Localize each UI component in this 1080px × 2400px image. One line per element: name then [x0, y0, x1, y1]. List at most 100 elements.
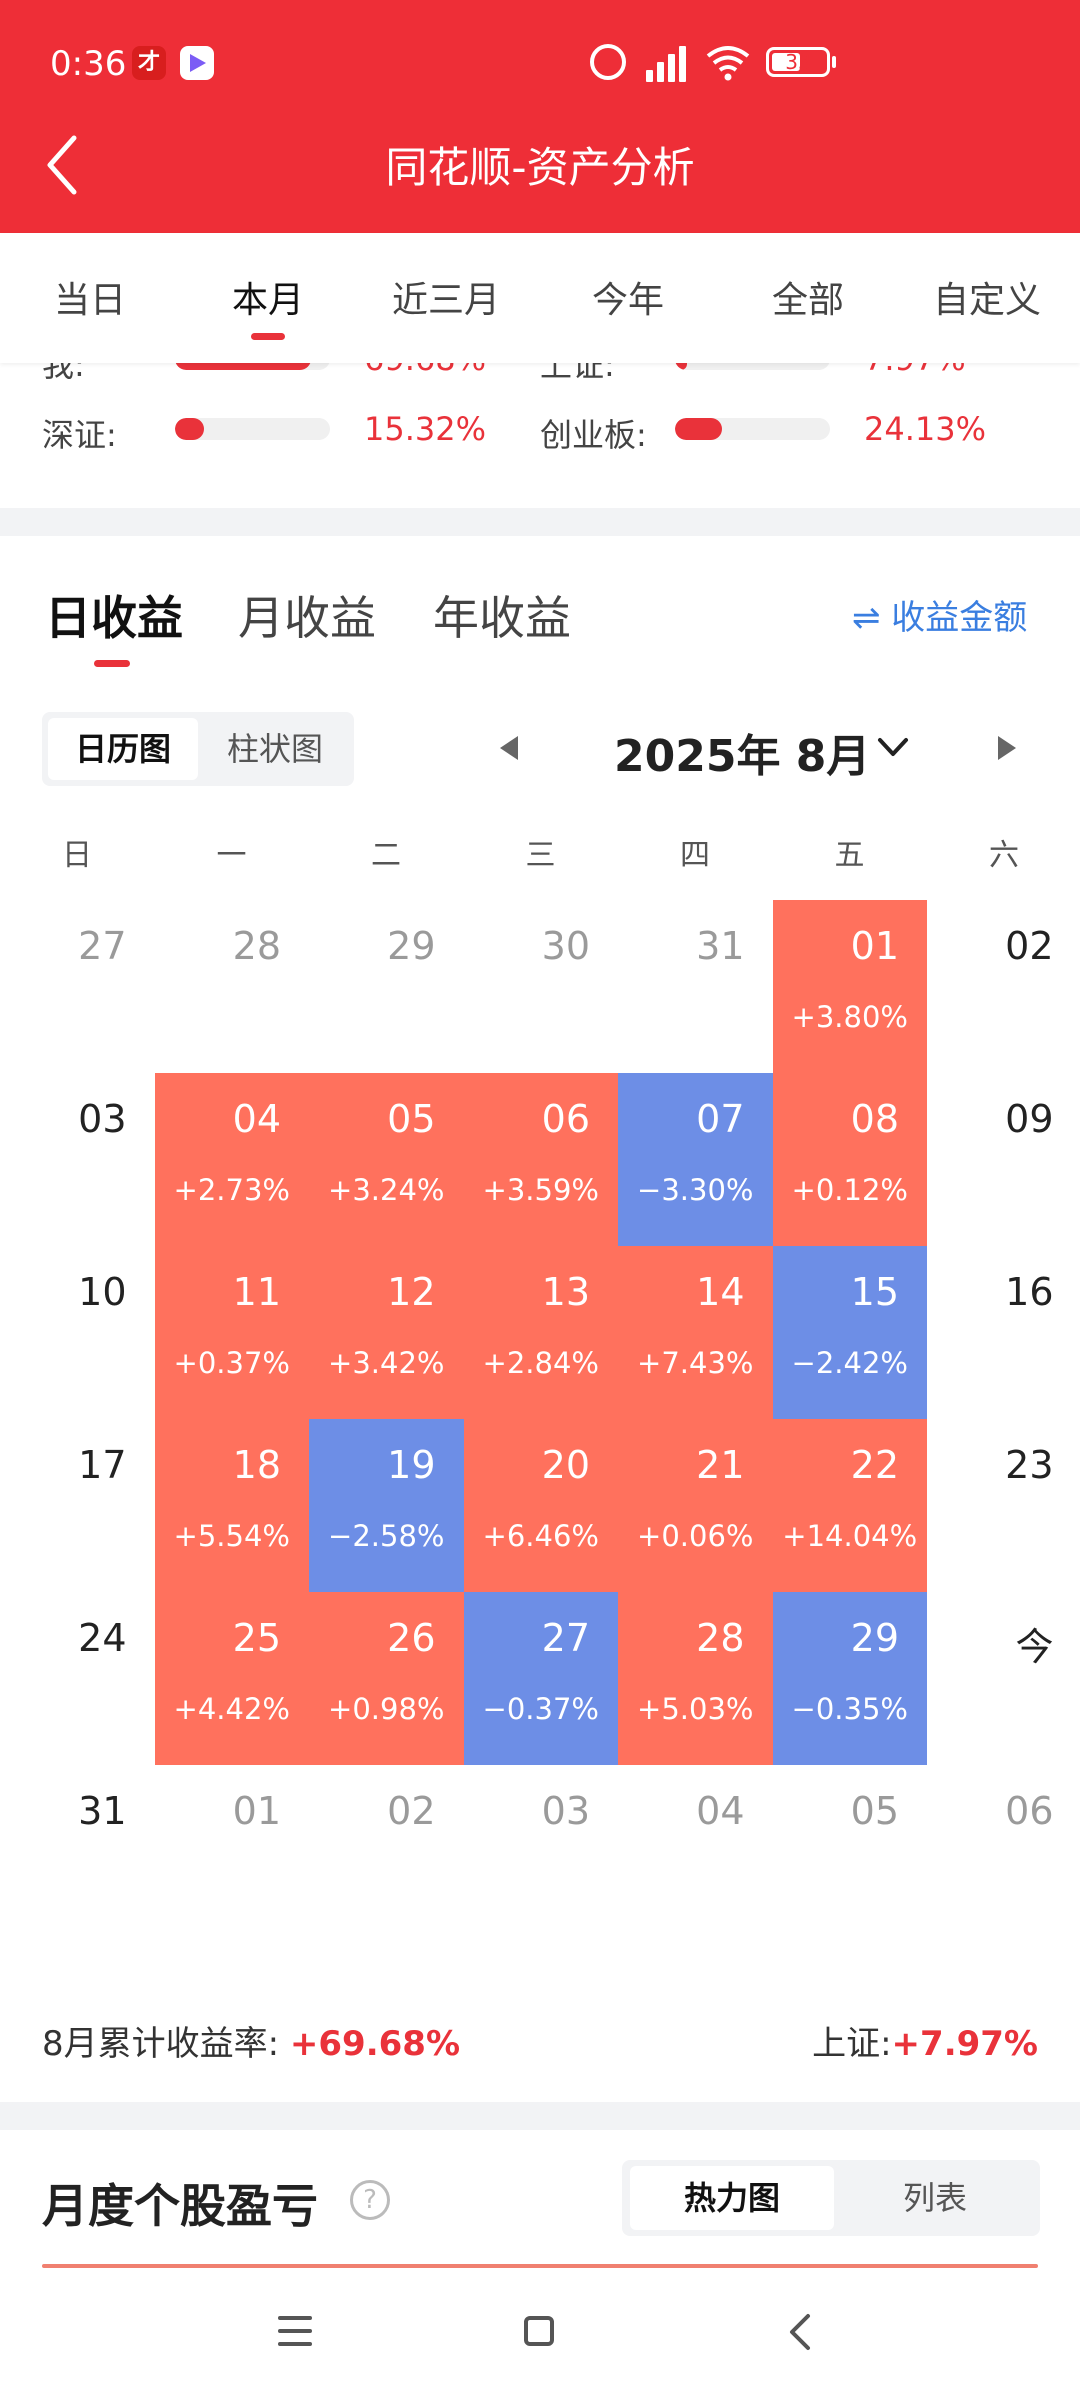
calendar-day-cell[interactable]: 19 −2.58% — [309, 1419, 464, 1592]
day-number: 04 — [696, 1789, 745, 1833]
day-number: 01 — [232, 1789, 281, 1833]
calendar-day-cell[interactable]: 18 +5.54% — [154, 1419, 309, 1592]
calendar-day-cell[interactable]: 29 — [309, 900, 464, 1073]
day-number: 22 — [850, 1443, 899, 1487]
day-number: 18 — [232, 1443, 281, 1487]
day-return-value: +4.42% — [173, 1692, 290, 1726]
calendar-day-cell[interactable]: 02 — [309, 1765, 464, 1938]
day-number: 08 — [850, 1097, 899, 1141]
weekday-label: 六 — [989, 838, 1019, 873]
calendar-day-cell[interactable]: 21 +0.06% — [618, 1419, 773, 1592]
calendar-day-cell[interactable]: 04 +2.73% — [154, 1073, 309, 1246]
weekday-label: 五 — [834, 838, 865, 873]
day-return-value: +0.12% — [791, 1173, 908, 1207]
day-return-value: +3.24% — [328, 1173, 445, 1207]
calendar-day-cell[interactable]: 08 +0.12% — [772, 1073, 927, 1246]
tab-this-month[interactable]: 本月 — [231, 280, 304, 321]
section-divider — [0, 508, 1080, 536]
tab-all[interactable]: 全部 — [771, 280, 844, 321]
calendar-day-cell[interactable]: 05 +3.24% — [309, 1073, 464, 1246]
period-tabs: 当日 本月 近三月 今年 全部 自定义 — [0, 233, 1080, 363]
calendar-day-cell[interactable]: 31 — [0, 1765, 155, 1938]
day-return-value: +2.73% — [173, 1173, 290, 1207]
day-return-value: +3.80% — [791, 1000, 908, 1034]
home-icon[interactable] — [524, 2316, 554, 2346]
calendar-day-cell[interactable]: 03 — [464, 1765, 619, 1938]
calendar-day-cell[interactable]: 06 — [927, 1765, 1080, 1938]
calendar-day-cell[interactable]: 06 +3.59% — [463, 1073, 618, 1246]
day-number: 02 — [1005, 924, 1054, 968]
calendar-day-cell[interactable]: 01 — [155, 1765, 310, 1938]
calendar-day-cell[interactable]: 20 +6.46% — [463, 1419, 618, 1592]
day-number: 14 — [696, 1270, 745, 1314]
ths-app-icon: 才 — [132, 46, 166, 80]
calendar-day-cell[interactable]: 30 — [464, 900, 619, 1073]
day-number: 19 — [387, 1443, 436, 1487]
recent-apps-icon[interactable] — [278, 2316, 312, 2346]
tab-today[interactable]: 当日 — [53, 280, 126, 321]
pnl-view-switch: 热力图 列表 — [622, 2160, 1040, 2236]
calendar-day-cell[interactable]: 04 — [618, 1765, 773, 1938]
calendar-view-option[interactable]: 日历图 — [48, 718, 198, 780]
heatmap-option[interactable]: 热力图 — [630, 2166, 834, 2230]
day-return-value: +7.43% — [637, 1346, 754, 1380]
calendar-day-cell[interactable]: 26 +0.98% — [309, 1592, 464, 1765]
day-number: 03 — [78, 1097, 127, 1141]
calendar-day-cell[interactable]: 16 — [927, 1246, 1080, 1419]
chart-view-switch: 日历图 柱状图 — [42, 712, 354, 786]
toggle-amount-button[interactable]: ⇌ 收益金额 — [852, 598, 1028, 638]
help-icon[interactable]: ? — [350, 2180, 390, 2220]
monthly-return-label: 8月累计收益率: — [42, 2024, 280, 2064]
day-number: 今 — [1015, 1625, 1054, 1669]
calendar-day-cell[interactable]: 29 −0.35% — [772, 1592, 927, 1765]
calendar-day-cell[interactable]: 17 — [0, 1419, 155, 1592]
video-app-icon — [180, 46, 214, 80]
calendar-day-cell[interactable]: 28 +5.03% — [618, 1592, 773, 1765]
index-return-summary: 上证:+7.97% — [812, 2016, 1038, 2065]
calendar-day-cell[interactable]: 今 — [927, 1592, 1080, 1765]
prev-month-icon[interactable] — [500, 736, 518, 760]
day-number: 23 — [1005, 1443, 1054, 1487]
next-month-icon[interactable] — [998, 736, 1016, 760]
tab-custom[interactable]: 自定义 — [932, 280, 1041, 321]
tab-daily-returns[interactable]: 日收益 — [45, 591, 183, 645]
day-return-value: +3.42% — [328, 1346, 445, 1380]
monthly-return-summary: 8月累计收益率: +69.68% — [42, 2016, 460, 2065]
calendar-day-cell[interactable]: 31 — [618, 900, 773, 1073]
bar-chart-view-option[interactable]: 柱状图 — [226, 730, 323, 768]
calendar-day-cell[interactable]: 10 — [0, 1246, 155, 1419]
calendar-day-cell[interactable]: 24 — [0, 1592, 155, 1765]
calendar-day-cell[interactable]: 09 — [927, 1073, 1080, 1246]
day-number: 12 — [387, 1270, 436, 1314]
tab-yearly-returns[interactable]: 年收益 — [433, 591, 571, 645]
tab-monthly-returns[interactable]: 月收益 — [238, 591, 376, 645]
calendar-day-cell[interactable]: 12 +3.42% — [309, 1246, 464, 1419]
tab-this-year[interactable]: 今年 — [591, 280, 664, 321]
calendar-day-cell[interactable]: 14 +7.43% — [618, 1246, 773, 1419]
day-number: 05 — [387, 1097, 436, 1141]
day-return-value: +3.59% — [482, 1173, 599, 1207]
calendar-day-cell[interactable]: 22 +14.04% — [772, 1419, 927, 1592]
calendar-day-cell[interactable]: 03 — [0, 1073, 155, 1246]
calendar-day-cell[interactable]: 15 −2.42% — [772, 1246, 927, 1419]
calendar-day-cell[interactable]: 28 — [155, 900, 310, 1073]
back-arrow-icon[interactable] — [40, 130, 90, 200]
system-back-icon[interactable] — [780, 2310, 820, 2354]
month-selector[interactable]: 2025年 8月 — [614, 731, 871, 782]
list-option[interactable]: 列表 — [902, 2179, 967, 2217]
calendar-day-cell[interactable]: 05 — [773, 1765, 928, 1938]
calendar-day-cell[interactable]: 07 −3.30% — [618, 1073, 773, 1246]
day-number: 05 — [850, 1789, 899, 1833]
calendar-day-cell[interactable]: 27 −0.37% — [463, 1592, 618, 1765]
calendar-day-cell[interactable]: 11 +0.37% — [154, 1246, 309, 1419]
calendar-day-cell[interactable]: 25 +4.42% — [154, 1592, 309, 1765]
day-number: 13 — [541, 1270, 590, 1314]
day-return-value: +0.06% — [637, 1519, 754, 1553]
tab-three-months[interactable]: 近三月 — [391, 280, 500, 321]
calendar-day-cell[interactable]: 02 — [927, 900, 1080, 1073]
calendar-day-cell[interactable]: 27 — [0, 900, 155, 1073]
calendar-day-cell[interactable]: 23 — [927, 1419, 1080, 1592]
chevron-down-icon[interactable] — [876, 730, 910, 764]
calendar-day-cell[interactable]: 13 +2.84% — [463, 1246, 618, 1419]
calendar-day-cell[interactable]: 01 +3.80% — [772, 900, 927, 1073]
